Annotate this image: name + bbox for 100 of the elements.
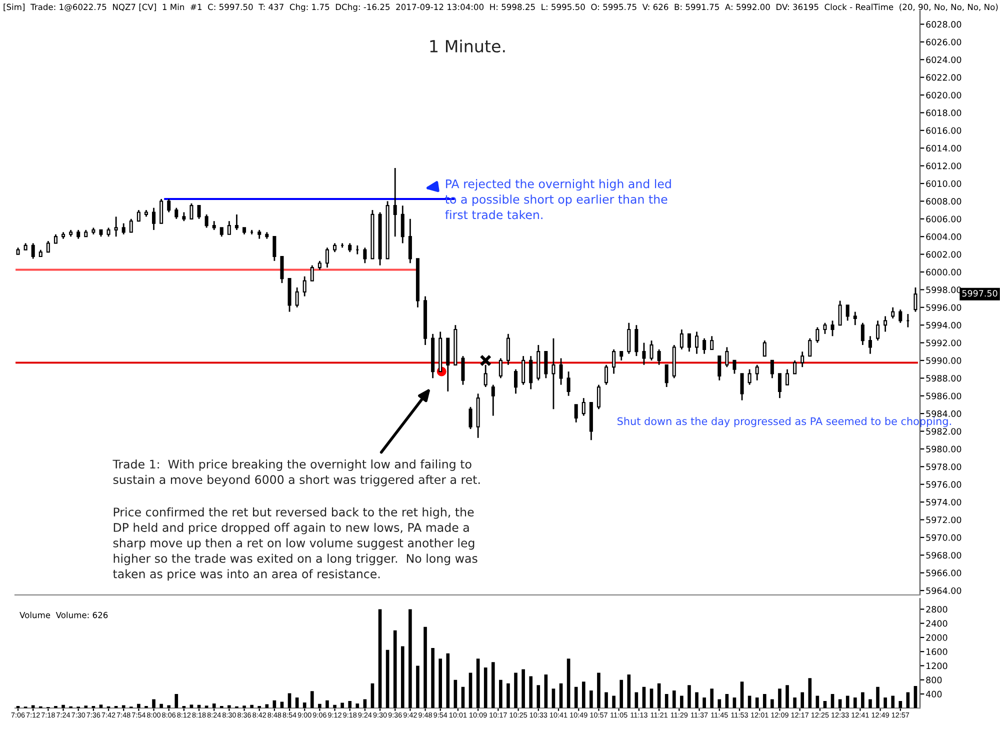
bar <box>333 704 336 708</box>
candlestick <box>627 322 631 355</box>
y-tick-label: 6012.00 <box>926 162 962 170</box>
candlestick <box>762 340 766 357</box>
y-tick-label: 5966.00 <box>926 570 962 576</box>
bar <box>778 688 782 708</box>
candlestick <box>363 246 367 264</box>
bar <box>816 696 820 708</box>
candlestick <box>280 256 284 284</box>
bar <box>800 692 804 708</box>
candlestick <box>325 246 329 268</box>
bar <box>718 699 722 708</box>
y-tick-label: 6004.00 <box>926 233 962 240</box>
y-tick-label: 6026.00 <box>926 38 962 46</box>
y-tick-label: 1200 <box>926 662 948 670</box>
candlestick <box>710 335 714 350</box>
candlestick <box>695 331 699 355</box>
y-tick-label: 5978.00 <box>926 463 962 470</box>
bar <box>302 702 306 708</box>
bar <box>612 696 616 708</box>
bar <box>664 694 668 708</box>
bar <box>590 690 593 708</box>
bar <box>54 706 58 708</box>
candlestick <box>129 218 133 233</box>
bar <box>914 686 918 708</box>
candlestick <box>725 346 729 368</box>
y-tick-label: 5996.00 <box>926 304 962 311</box>
candlestick <box>793 360 797 374</box>
bar <box>220 706 224 708</box>
candlestick <box>31 242 35 260</box>
candlestick <box>634 324 638 357</box>
bar <box>627 674 631 708</box>
bar <box>242 706 246 708</box>
y-tick-label: 5990.00 <box>926 357 962 364</box>
bar <box>559 683 563 708</box>
bar <box>906 692 910 708</box>
candlestick <box>529 355 533 390</box>
bar <box>688 685 691 708</box>
bar <box>566 658 570 708</box>
y-tick-label: 5986.00 <box>926 392 962 400</box>
bar <box>152 699 156 708</box>
bar <box>318 704 322 708</box>
candlestick <box>544 350 548 379</box>
y-tick-label: 6016.00 <box>926 127 962 134</box>
y-tick-label: 5988.00 <box>926 374 962 382</box>
candlestick <box>718 355 722 382</box>
candlestick <box>816 326 820 344</box>
y-tick-label: 6006.00 <box>926 216 962 222</box>
candlestick <box>152 207 156 231</box>
bar <box>808 678 812 708</box>
bar <box>167 705 171 708</box>
candlestick <box>786 368 790 386</box>
candlestick <box>234 214 238 231</box>
candlestick <box>740 373 744 401</box>
y-tick-label: 6018.00 <box>926 110 962 116</box>
y-tick-label: 2800 <box>926 606 948 613</box>
y-tick-label: 6010.00 <box>926 180 962 187</box>
candlestick <box>400 204 404 244</box>
candlestick <box>860 322 864 346</box>
candlestick <box>272 236 276 262</box>
candlestick <box>197 204 201 220</box>
bar <box>250 704 254 708</box>
candlestick <box>778 373 782 399</box>
bar <box>393 630 397 708</box>
y-tick-label: 400 <box>926 690 942 698</box>
candlestick <box>770 360 774 379</box>
text: 5997.50 <box>962 290 998 297</box>
candlestick <box>664 364 668 388</box>
candlestick <box>898 308 902 324</box>
candlestick <box>853 311 857 326</box>
y-tick-label: 6008.00 <box>926 198 962 205</box>
bar <box>348 701 352 708</box>
candlestick <box>559 358 563 386</box>
bar <box>552 688 556 708</box>
bar <box>370 683 374 708</box>
y-tick-label: 5974.00 <box>926 498 962 506</box>
bar <box>536 685 540 708</box>
y-tick-label: 6028.00 <box>926 21 962 28</box>
candlestick <box>868 335 872 355</box>
bar <box>378 609 382 708</box>
text: 1 Minute. <box>430 40 505 52</box>
candlestick <box>491 384 495 416</box>
bar <box>604 692 608 708</box>
bar <box>408 609 412 708</box>
bar <box>340 702 344 708</box>
candlestick <box>612 348 616 374</box>
candlestick <box>393 167 397 238</box>
candlestick <box>876 320 880 342</box>
bar <box>695 692 698 708</box>
y-tick-label: 5976.00 <box>926 481 962 488</box>
bar <box>544 674 548 708</box>
candlestick <box>846 304 850 322</box>
bar <box>642 686 646 708</box>
candlestick <box>522 355 526 386</box>
bar <box>84 706 88 708</box>
annotation: Volume Volume: 626 <box>20 612 108 618</box>
candlestick <box>174 207 178 220</box>
bar <box>786 685 789 708</box>
candlestick <box>295 286 299 308</box>
annotation: Price confirmed the ret but reversed back to the ret high, the DP held and price dropped off again to new lows, PA made a sharp move up then a ret on low volume suggest another leg higher so the trade was exited on a long trigger. No long was taken as price was into an area of resistance. <box>113 507 478 581</box>
